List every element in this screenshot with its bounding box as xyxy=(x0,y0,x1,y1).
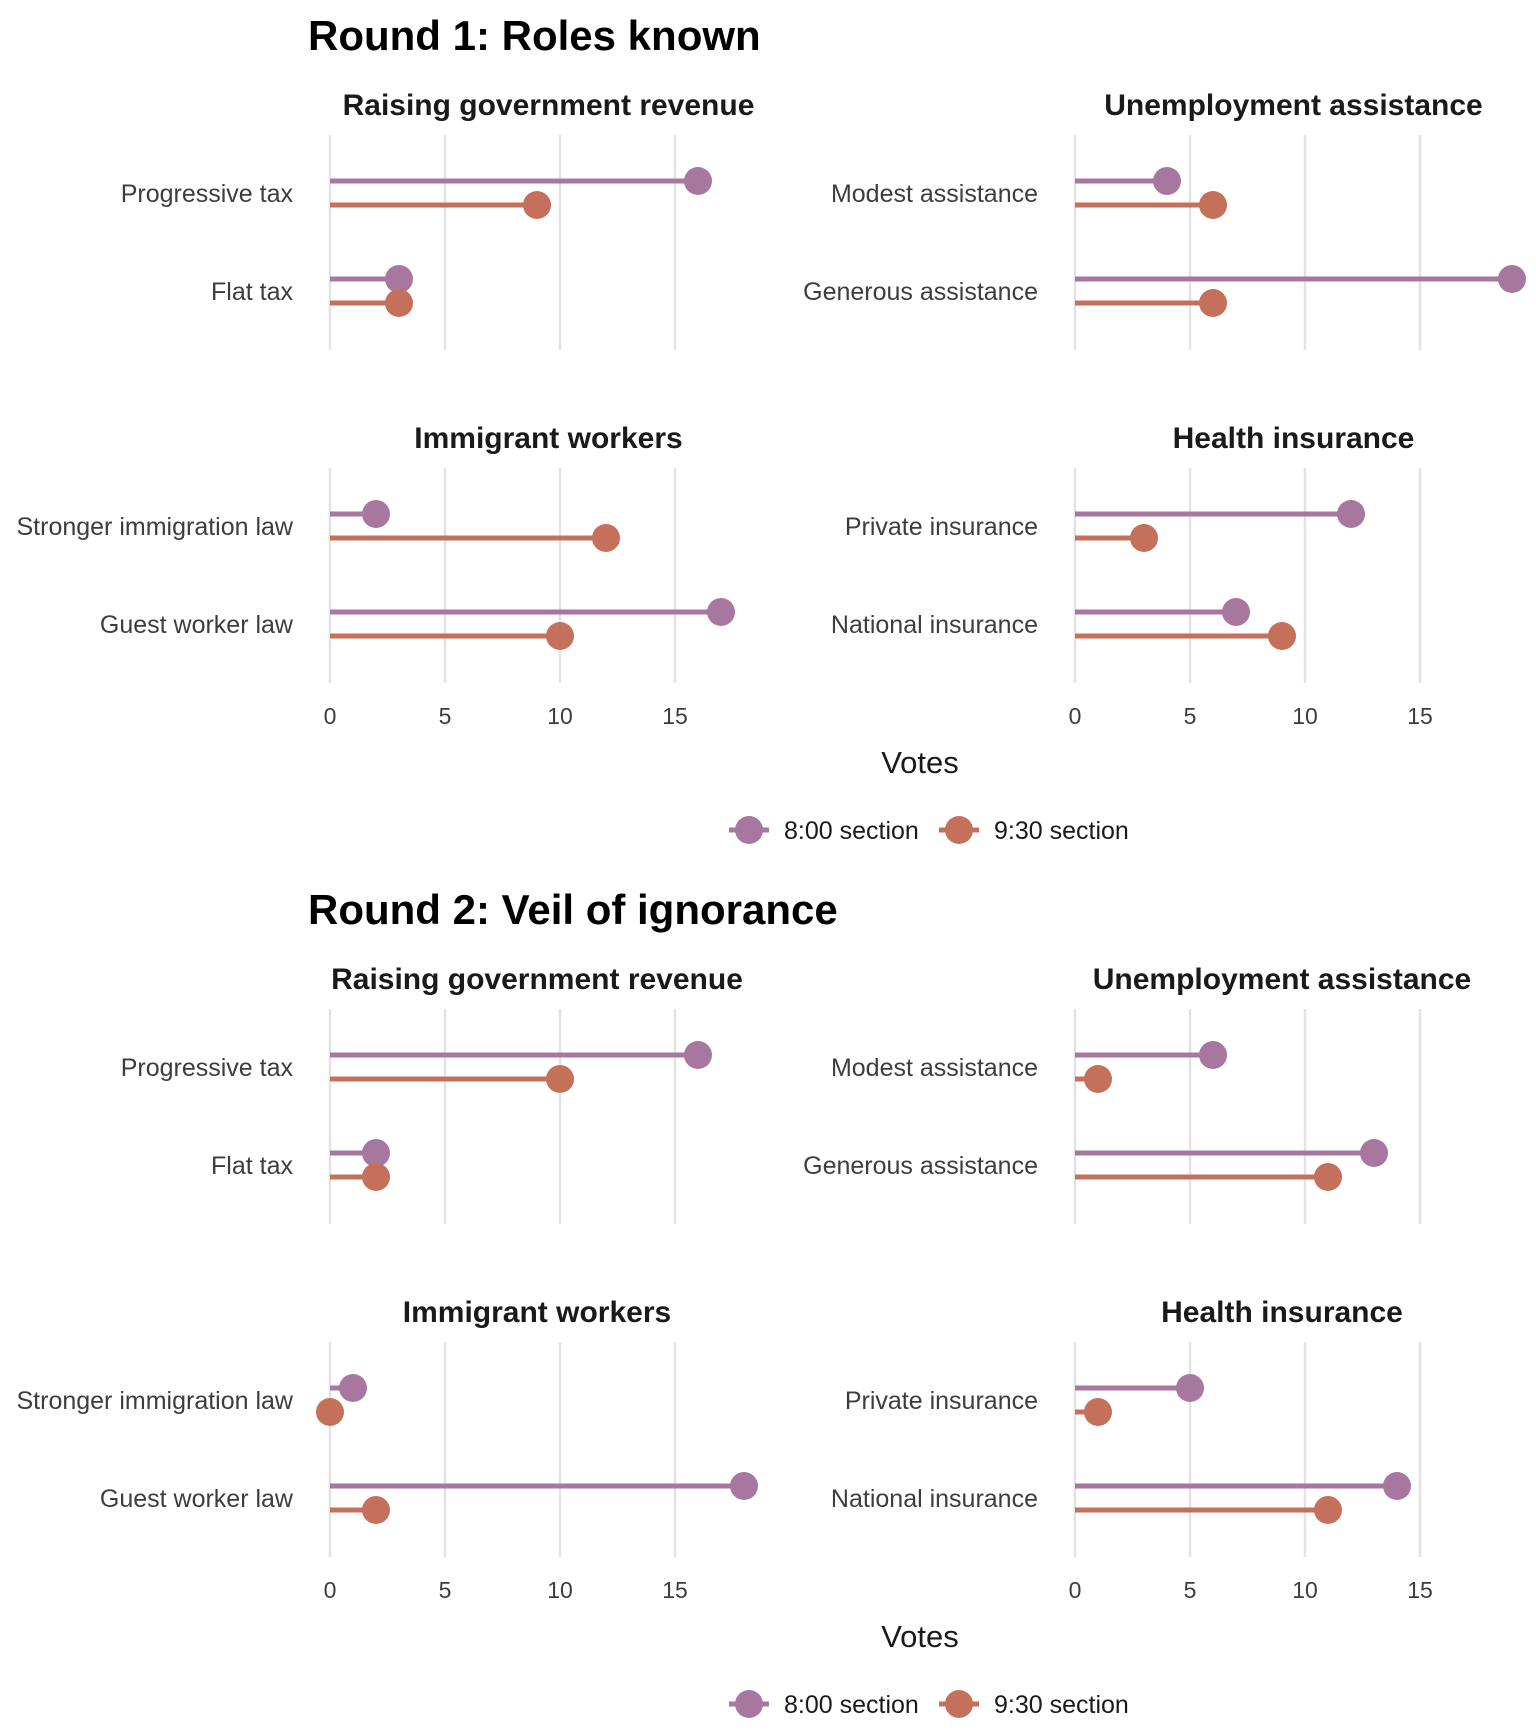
facet-title: Unemployment assistance xyxy=(1104,89,1482,122)
lollipop-point xyxy=(1337,500,1365,528)
round-1: Round 1: Roles known Raising government r… xyxy=(17,12,1526,845)
lollipop-point xyxy=(385,289,413,317)
round-2: Round 2: Veil of ignorance Raising govern… xyxy=(17,886,1472,1719)
facet-panel: Unemployment assistance Modest assistance… xyxy=(803,89,1526,350)
x-axis-title: Votes xyxy=(881,1619,959,1654)
category-label: Stronger immigration law xyxy=(17,513,294,541)
facet-title: Immigrant workers xyxy=(403,1296,671,1329)
lollipop-point xyxy=(1199,1041,1227,1069)
lollipop-point xyxy=(316,1398,344,1426)
category-label: Guest worker law xyxy=(100,1485,294,1513)
lollipop-point xyxy=(1383,1472,1411,1500)
lollipop-point xyxy=(684,1041,712,1069)
facet-panel: Health insurance Private insurance Nationa… xyxy=(831,1296,1433,1603)
category-label: Guest worker law xyxy=(100,611,294,639)
facet-panel: Unemployment assistance Modest assistance… xyxy=(803,963,1471,1224)
x-tick-label: 10 xyxy=(1292,1577,1318,1603)
lollipop-point xyxy=(707,598,735,626)
lollipop-point xyxy=(546,622,574,650)
category-label: Modest assistance xyxy=(831,1054,1038,1082)
chart-title: Round 2: Veil of ignorance xyxy=(308,886,838,933)
legend-label: 8:00 section xyxy=(784,1691,919,1719)
category-label: Stronger immigration law xyxy=(17,1387,294,1415)
legend-label: 9:30 section xyxy=(994,1691,1129,1719)
x-tick-label: 15 xyxy=(1407,1577,1433,1603)
x-tick-label: 10 xyxy=(1292,703,1318,729)
x-tick-label: 10 xyxy=(547,703,573,729)
legend: 8:00 section 9:30 section xyxy=(729,1690,1129,1719)
category-label: Private insurance xyxy=(845,1387,1038,1415)
facet-panel: Health insurance Private insurance Nationa… xyxy=(831,422,1433,729)
legend-label: 8:00 section xyxy=(784,817,919,845)
facet-panel: Immigrant workers Stronger immigration la… xyxy=(17,422,735,729)
lollipop-point xyxy=(1268,622,1296,650)
lollipop-point xyxy=(1130,524,1158,552)
lollipop-point xyxy=(523,191,551,219)
x-tick-label: 15 xyxy=(662,1577,688,1603)
lollipop-point xyxy=(1498,265,1526,293)
facet-title: Health insurance xyxy=(1173,422,1415,455)
lollipop-point xyxy=(362,1163,390,1191)
x-tick-label: 0 xyxy=(324,703,337,729)
lollipop-point xyxy=(339,1374,367,1402)
lollipop-point xyxy=(1314,1163,1342,1191)
category-label: Private insurance xyxy=(845,513,1038,541)
x-axis-title: Votes xyxy=(881,745,959,780)
category-label: Progressive tax xyxy=(121,180,294,208)
lollipop-point xyxy=(1199,289,1227,317)
x-tick-label: 0 xyxy=(1069,1577,1082,1603)
x-tick-label: 5 xyxy=(439,703,452,729)
category-label: National insurance xyxy=(831,1485,1038,1513)
x-tick-label: 5 xyxy=(1184,1577,1197,1603)
category-label: Progressive tax xyxy=(121,1054,294,1082)
legend-key-point xyxy=(945,816,973,844)
lollipop-point xyxy=(546,1065,574,1093)
category-label: Generous assistance xyxy=(803,1152,1038,1180)
lollipop-point xyxy=(1199,191,1227,219)
legend-key-point xyxy=(735,1690,763,1718)
lollipop-point xyxy=(592,524,620,552)
x-tick-label: 15 xyxy=(662,703,688,729)
facet-panel: Raising government revenue Progressive ta… xyxy=(121,89,755,350)
x-tick-label: 10 xyxy=(547,1577,573,1603)
x-tick-label: 15 xyxy=(1407,703,1433,729)
legend: 8:00 section 9:30 section xyxy=(729,816,1129,845)
chart-title: Round 1: Roles known xyxy=(308,12,761,59)
lollipop-point xyxy=(730,1472,758,1500)
facet-title: Raising government revenue xyxy=(331,963,743,996)
lollipop-point xyxy=(1084,1398,1112,1426)
category-label: National insurance xyxy=(831,611,1038,639)
legend-key-point xyxy=(945,1690,973,1718)
category-label: Generous assistance xyxy=(803,278,1038,306)
facet-title: Immigrant workers xyxy=(414,422,682,455)
x-tick-label: 0 xyxy=(324,1577,337,1603)
lollipop-point xyxy=(1084,1065,1112,1093)
lollipop-point xyxy=(362,1496,390,1524)
facet-panel: Raising government revenue Progressive ta… xyxy=(121,963,743,1224)
lollipop-point xyxy=(1314,1496,1342,1524)
category-label: Flat tax xyxy=(211,278,293,306)
lollipop-point xyxy=(362,1139,390,1167)
lollipop-point xyxy=(684,167,712,195)
category-label: Modest assistance xyxy=(831,180,1038,208)
legend-label: 9:30 section xyxy=(994,817,1129,845)
lollipop-point xyxy=(1153,167,1181,195)
facet-title: Raising government revenue xyxy=(343,89,755,122)
legend-key-point xyxy=(735,816,763,844)
category-label: Flat tax xyxy=(211,1152,293,1180)
lollipop-point xyxy=(385,265,413,293)
facet-title: Unemployment assistance xyxy=(1093,963,1471,996)
lollipop-point xyxy=(362,500,390,528)
x-tick-label: 0 xyxy=(1069,703,1082,729)
lollipop-point xyxy=(1222,598,1250,626)
x-tick-label: 5 xyxy=(439,1577,452,1603)
facet-title: Health insurance xyxy=(1161,1296,1403,1329)
facet-panel: Immigrant workers Stronger immigration la… xyxy=(17,1296,758,1603)
x-tick-label: 5 xyxy=(1184,703,1197,729)
lollipop-point xyxy=(1176,1374,1204,1402)
lollipop-point xyxy=(1360,1139,1388,1167)
